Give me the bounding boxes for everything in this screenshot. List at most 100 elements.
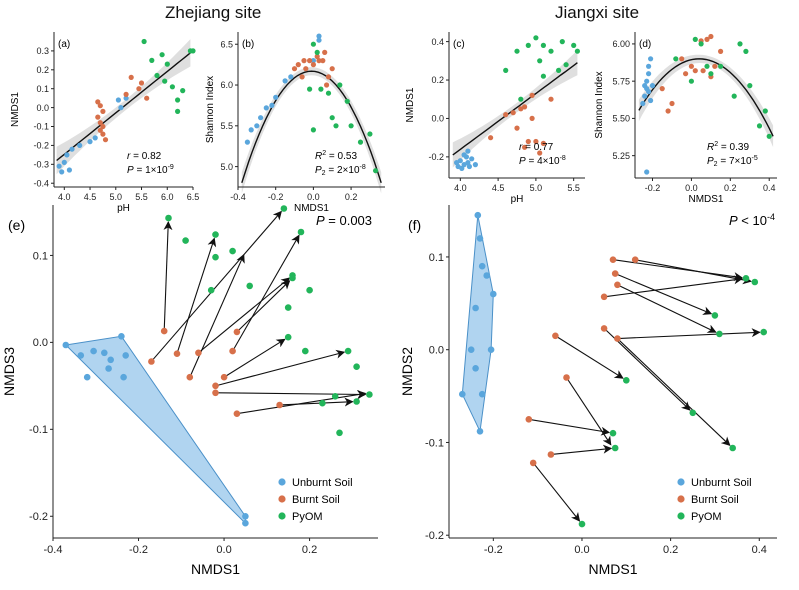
point-pyom-b-5 (333, 123, 339, 129)
panel-label-c: (c) (453, 39, 465, 50)
point-pyom-d-1 (688, 78, 695, 84)
legend-label-pyom-e: PyOM (292, 511, 323, 523)
point-unburnt-e-11 (242, 519, 249, 527)
point-burnt-c-11 (548, 96, 554, 102)
point-burnt-c-12 (529, 92, 535, 98)
point-burnt-c-8 (533, 138, 539, 145)
point-unburnt-f-9 (478, 390, 486, 398)
point-burnt-a-7 (102, 137, 109, 143)
y-tick-label-b-0: 5.0 (220, 162, 233, 172)
point-unburnt-e-10 (242, 513, 249, 520)
x-tick-label-c-1: 4.5 (492, 183, 505, 193)
arrow-e-7 (226, 338, 286, 377)
point-burnt-f-2 (611, 270, 619, 277)
arrow-e-11 (282, 397, 354, 407)
x-tick-label-a-3: 5.5 (135, 192, 148, 202)
x-tick-label-d-3: 0.4 (763, 183, 776, 193)
y-tick-label-a-3: -0.1 (33, 122, 49, 132)
fit-line-c (452, 62, 578, 156)
legend-marker-burnt-e (278, 495, 286, 503)
y-tick-label-e-1: -0.1 (29, 424, 48, 436)
point-pyom-b-9 (357, 139, 364, 145)
point-unburnt-a-9 (115, 97, 121, 103)
arrow-e-3 (190, 253, 245, 375)
point-unburnt-f-5 (472, 304, 479, 312)
arrow-f-2 (617, 274, 713, 315)
point-pyom-e-4 (229, 247, 236, 255)
legend-marker-burnt-f (677, 495, 685, 503)
point-pyom-a-1 (149, 57, 155, 64)
point-burnt-b-11 (299, 74, 305, 80)
point-unburnt-c-3 (459, 165, 465, 171)
point-pyom-b-2 (318, 86, 324, 92)
point-burnt-e-5 (212, 382, 219, 390)
legend-f: Unburnt Soil Burnt Soil PyOM (677, 477, 752, 523)
point-burnt-f-9 (525, 416, 533, 423)
point-unburnt-a-0 (56, 163, 62, 169)
x-tick-label-b-3: 0.2 (345, 192, 358, 202)
point-burnt-d-1 (669, 100, 675, 107)
point-pyom-a-7 (180, 88, 186, 94)
point-unburnt-f-3 (483, 272, 491, 279)
y-tick-label-d-2: 5.75 (612, 76, 630, 86)
legend-e: Unburnt Soil Burnt Soil PyOM (278, 477, 353, 523)
point-pyom-f-8 (609, 429, 617, 437)
legend-marker-pyom-e (278, 512, 286, 520)
stat-line2-d: P2 = 7×10-5 (707, 155, 758, 168)
point-pyom-c-6 (556, 67, 562, 73)
y-tick-label-e-3: 0.1 (33, 250, 48, 262)
point-unburnt-d-1 (642, 93, 648, 99)
y-tick-label-e-2: 0.0 (33, 337, 48, 349)
legend-marker-unburnt-e (278, 478, 286, 486)
point-burnt-d-12 (700, 68, 706, 74)
point-unburnt-e-2 (90, 347, 97, 355)
point-unburnt-f-1 (476, 235, 484, 242)
arrow-e-8 (218, 349, 346, 386)
point-burnt-b-4 (307, 58, 313, 64)
x-tick-label-b-2: 0.0 (307, 192, 320, 202)
point-pyom-f-9 (611, 444, 619, 452)
point-pyom-e-1 (182, 237, 189, 244)
y-axis-label-f: NMDS2 (399, 347, 415, 396)
point-burnt-c-1 (503, 112, 509, 118)
arrow-f-0 (615, 259, 743, 282)
chart-panel-b: -0.4 -0.2 0.0 0.2 5.0 5.5 6.0 6.5 NMDS1 Shannon I… (205, 32, 385, 214)
point-pyom-b-7 (344, 98, 350, 104)
y-tick-label-a-7: 0.3 (36, 46, 49, 56)
y-tick-label-a-6: 0.2 (36, 65, 49, 75)
point-pyom-d-11 (766, 133, 772, 139)
point-burnt-d-7 (704, 36, 710, 43)
point-pyom-a-2 (159, 52, 165, 58)
point-unburnt-e-9 (105, 365, 112, 372)
point-burnt-f-3 (614, 281, 621, 289)
x-tick-label-b-0: -0.4 (230, 192, 246, 202)
y-axis-label-b: Shannon Index (205, 76, 216, 143)
y-tick-label-c-2: 0.2 (431, 75, 444, 85)
arrow-f-4 (607, 275, 743, 297)
point-pyom-d-7 (731, 93, 737, 99)
point-burnt-b-3 (303, 66, 309, 72)
point-pyom-e-2 (212, 231, 219, 238)
arrow-e-0 (163, 221, 173, 329)
point-unburnt-b-9 (288, 74, 294, 80)
point-unburnt-e-5 (118, 333, 125, 340)
point-unburnt-d-6 (648, 56, 654, 62)
point-burnt-d-0 (659, 86, 665, 92)
point-burnt-b-8 (322, 49, 328, 56)
point-unburnt-e-6 (122, 352, 129, 359)
point-unburnt-a-11 (123, 95, 129, 101)
point-pyom-f-2 (711, 312, 719, 319)
x-axis-label-b: NMDS1 (294, 203, 329, 214)
point-pyom-e-3 (212, 253, 219, 261)
y-tick-label-f-2: 0.0 (429, 345, 444, 357)
point-burnt-c-7 (529, 115, 535, 121)
arrow-e-10 (239, 390, 367, 414)
point-pyom-f-0 (742, 275, 750, 282)
point-unburnt-c-9 (472, 162, 478, 168)
point-unburnt-c-10 (461, 152, 467, 158)
chart-panel-e: -0.4 -0.2 0.0 0.2 -0.2 -0.1 0.0 0.1 NMDS1 NMDS3 (e… (1, 205, 378, 577)
point-unburnt-b-1 (248, 127, 254, 133)
point-burnt-a-8 (100, 108, 106, 114)
stat-line1-c: r = 0.77 (519, 142, 554, 153)
